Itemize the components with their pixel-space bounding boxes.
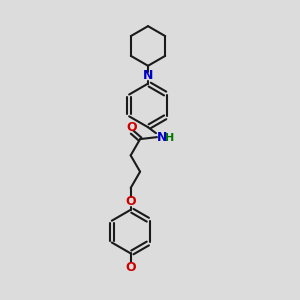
Text: H: H [165,133,174,143]
Text: O: O [125,195,136,208]
Text: O: O [127,121,137,134]
Text: N: N [157,130,167,144]
Text: O: O [125,261,136,274]
Text: N: N [143,69,153,82]
